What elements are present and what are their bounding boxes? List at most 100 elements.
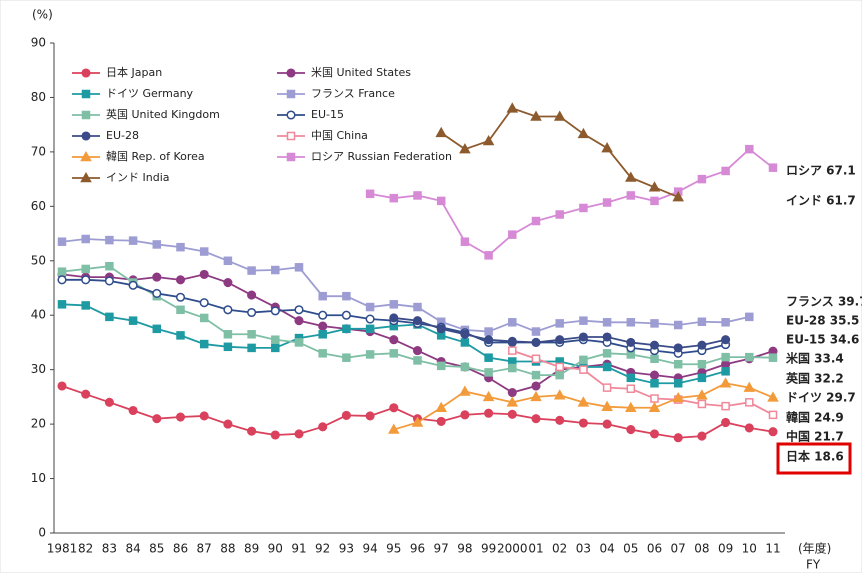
data-point bbox=[696, 389, 708, 400]
data-point bbox=[412, 346, 423, 356]
x-tick-label: 11 bbox=[765, 542, 780, 556]
y-tick-label: 50 bbox=[31, 253, 46, 267]
data-point bbox=[719, 377, 732, 388]
data-point bbox=[81, 389, 91, 399]
data-point bbox=[176, 305, 185, 315]
data-point bbox=[81, 275, 91, 285]
data-point bbox=[578, 332, 588, 342]
data-point bbox=[318, 422, 328, 432]
data-point bbox=[673, 320, 683, 330]
data-point bbox=[721, 352, 730, 362]
x-tick-label: 85 bbox=[149, 542, 164, 556]
data-point bbox=[152, 324, 162, 334]
data-point bbox=[342, 324, 351, 334]
data-point bbox=[389, 335, 399, 345]
data-point bbox=[602, 349, 612, 358]
data-point bbox=[650, 379, 659, 388]
data-point bbox=[57, 237, 67, 246]
data-point bbox=[81, 264, 90, 274]
data-point bbox=[247, 290, 257, 300]
end-label: 英国 32.2 bbox=[786, 371, 844, 386]
data-point bbox=[175, 412, 186, 422]
x-tick-label: 98 bbox=[457, 542, 472, 556]
data-point bbox=[743, 381, 756, 392]
x-axis-label-en: FY bbox=[806, 558, 821, 572]
x-tick-label: 02 bbox=[552, 542, 567, 556]
data-point bbox=[223, 419, 233, 429]
data-point bbox=[341, 310, 351, 320]
data-point bbox=[507, 409, 517, 419]
data-point bbox=[247, 266, 256, 275]
data-point bbox=[484, 408, 494, 418]
end-label: 韓国 24.9 bbox=[786, 410, 844, 425]
x-tick-label: 08 bbox=[694, 542, 709, 556]
data-point bbox=[721, 401, 730, 411]
legend-label: 韓国 Rep. of Korea bbox=[106, 150, 205, 163]
legend-marker bbox=[81, 89, 91, 99]
legend-marker bbox=[81, 110, 91, 120]
x-tick-label: 84 bbox=[125, 542, 140, 556]
y-tick-label: 20 bbox=[31, 417, 46, 431]
data-point bbox=[176, 242, 185, 252]
data-point bbox=[672, 191, 684, 202]
data-point bbox=[152, 414, 162, 424]
data-point bbox=[247, 426, 257, 436]
end-label: 日本 18.6 bbox=[786, 449, 844, 464]
data-point bbox=[294, 338, 304, 347]
data-point bbox=[626, 373, 636, 383]
data-point bbox=[626, 337, 636, 347]
data-point bbox=[460, 410, 470, 420]
data-point bbox=[697, 399, 707, 409]
data-point bbox=[508, 363, 517, 373]
data-point bbox=[648, 401, 661, 413]
data-point bbox=[555, 210, 564, 219]
data-point bbox=[460, 338, 470, 347]
data-point bbox=[555, 370, 564, 380]
data-point bbox=[626, 384, 636, 393]
end-label: 米国 33.4 bbox=[786, 351, 844, 366]
x-tick-label: 86 bbox=[173, 542, 188, 556]
end-label: EU-28 35.5 bbox=[786, 314, 859, 328]
data-point bbox=[697, 431, 707, 441]
legend-label: EU-28 bbox=[106, 129, 139, 142]
legend-marker bbox=[286, 152, 296, 162]
data-point bbox=[767, 391, 779, 402]
data-point bbox=[579, 355, 588, 365]
x-tick-label: 97 bbox=[434, 542, 449, 556]
data-point bbox=[650, 319, 659, 328]
data-point bbox=[81, 234, 90, 244]
data-point bbox=[318, 330, 327, 339]
data-point bbox=[482, 134, 495, 146]
data-point bbox=[553, 110, 566, 121]
data-point bbox=[531, 354, 541, 364]
data-point bbox=[271, 335, 280, 344]
data-point bbox=[413, 356, 422, 365]
data-point bbox=[650, 354, 659, 364]
data-point bbox=[294, 316, 304, 326]
data-point bbox=[602, 362, 612, 372]
data-point bbox=[175, 275, 186, 285]
data-point bbox=[650, 196, 659, 206]
x-tick-label: 87 bbox=[197, 542, 212, 556]
data-point bbox=[531, 414, 541, 424]
y-tick-label: 0 bbox=[38, 526, 46, 540]
data-point bbox=[531, 327, 541, 336]
data-point bbox=[175, 292, 186, 302]
data-point bbox=[673, 379, 683, 388]
end-label: インド 61.7 bbox=[786, 194, 856, 208]
data-point bbox=[199, 339, 209, 349]
legend-label: 英国 United Kingdom bbox=[106, 107, 220, 121]
data-point bbox=[672, 391, 684, 403]
data-point bbox=[484, 368, 493, 377]
x-tick-label: 90 bbox=[268, 542, 283, 556]
data-point bbox=[459, 385, 471, 396]
data-point bbox=[342, 353, 351, 362]
data-point bbox=[57, 275, 67, 285]
data-point bbox=[436, 361, 446, 371]
data-point bbox=[365, 189, 375, 199]
data-point bbox=[649, 370, 660, 380]
y-axis-label: (%) bbox=[32, 8, 53, 22]
x-tick-label: 88 bbox=[220, 542, 235, 556]
x-tick-label: 95 bbox=[386, 542, 401, 556]
